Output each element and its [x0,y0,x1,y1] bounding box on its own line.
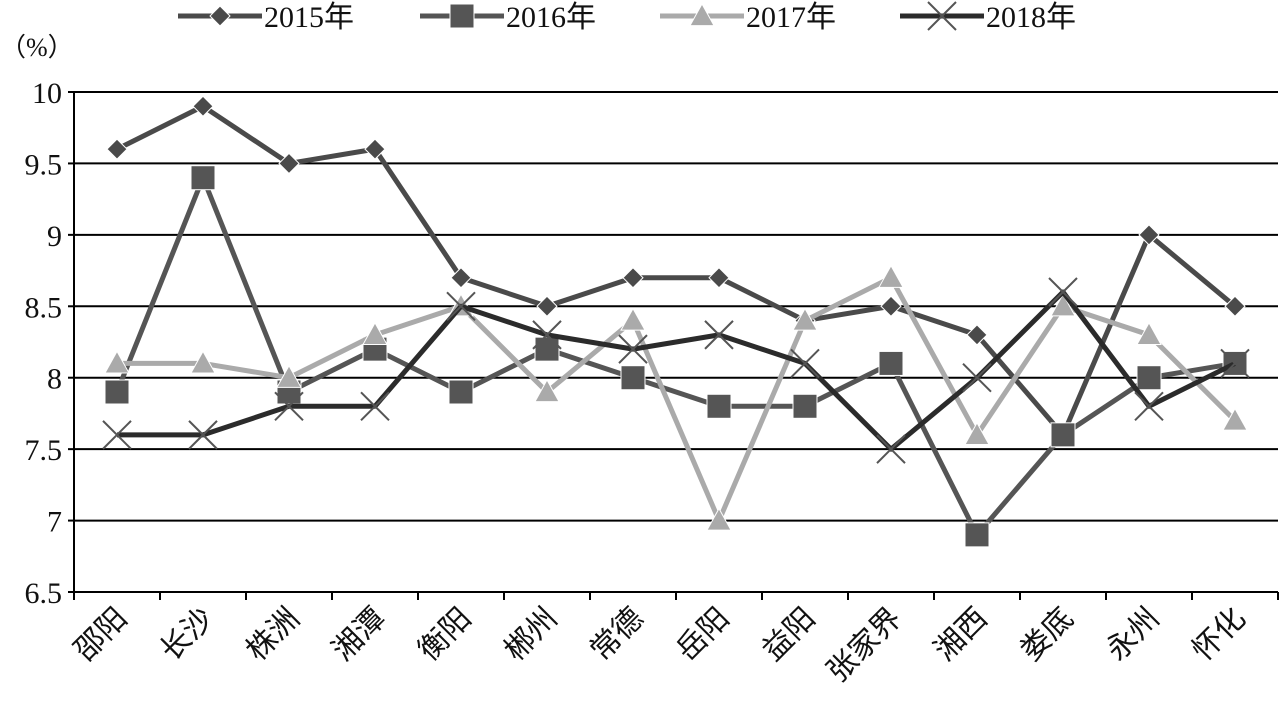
y-tick-label: 6.5 [25,577,63,610]
legend-item: 2016年 [420,1,596,34]
data-point [532,320,562,350]
data-point [274,391,304,421]
data-point [964,421,990,445]
legend: 2015年 2016年 2017年 2018年 [178,1,1076,34]
y-tick-label: 8.5 [25,291,63,324]
data-point [708,267,730,289]
legend-label: 2017年 [746,1,836,34]
data-point [706,507,732,531]
legend-label: 2016年 [506,1,596,34]
x-tick-label: 湘潭 [326,602,392,668]
y-axis-unit-label: （%） [0,33,74,62]
y-tick-label: 8 [47,363,62,396]
series-line [115,103,1237,438]
legend-item: 2017年 [660,1,836,34]
x-tick-label: 常德 [584,602,650,668]
data-point [446,291,476,321]
data-point [790,348,820,379]
data-point [620,307,646,331]
data-point [536,295,558,317]
data-point [622,267,644,289]
data-point [1048,277,1078,307]
x-tick-label: 怀化 [1186,602,1252,668]
data-point [706,393,732,419]
series-4 [102,277,1250,464]
data-point [1136,321,1162,345]
data-point [792,307,818,331]
legend-marker [209,5,231,27]
data-point [1138,224,1160,246]
data-point [618,334,648,364]
y-axis-ticks: 6.5 7 7.5 8 8.5 9 9.5 10 [25,77,74,610]
data-point [792,393,818,419]
x-tick-label: 张家界 [821,602,908,689]
legend-marker [927,1,957,31]
data-point [102,420,132,450]
data-point [190,350,216,374]
x-tick-label: 娄底 [1014,602,1080,668]
legend-marker [449,3,475,29]
data-point [620,365,646,391]
data-point [1050,422,1076,448]
data-point [534,336,560,362]
legend-marker [689,2,715,27]
data-point [188,420,218,450]
data-point [104,350,130,374]
x-tick-label: 长沙 [154,602,220,668]
x-tick-label: 永州 [1100,602,1166,668]
data-point [1134,391,1164,421]
x-tick-label: 邵阳 [68,602,134,668]
series-line [114,175,1236,538]
legend-item: 2018年 [900,1,1076,34]
data-point [106,138,128,160]
data-point [190,165,216,191]
data-point [192,95,214,117]
series-group [102,95,1250,548]
x-tick-label: 郴州 [498,602,564,668]
data-point [1220,348,1250,379]
data-point [962,363,992,393]
data-point [104,379,130,405]
data-point [278,152,300,175]
axes [73,92,1279,600]
series-2 [104,165,1248,548]
data-point [360,391,390,421]
data-point [1050,293,1076,317]
x-tick-label: 衡阳 [412,602,478,668]
data-point [876,434,906,464]
data-point [1222,407,1248,431]
y-tick-label: 7 [47,506,62,539]
series-line [117,289,1237,452]
data-point [878,350,904,376]
data-point [448,379,474,405]
legend-label: 2018年 [986,1,1076,34]
y-tick-label: 7.5 [25,434,63,467]
y-tick-label: 10 [32,77,62,110]
legend-item: 2015年 [178,1,354,34]
series-line [117,275,1237,524]
y-tick-label: 9 [47,220,62,253]
data-point [880,295,902,317]
legend-label: 2015年 [264,1,354,34]
data-point [450,267,472,289]
data-point [704,320,734,350]
y-tick-label: 9.5 [25,148,63,181]
data-point [534,378,560,403]
data-point [362,321,388,345]
data-point [1136,365,1162,391]
x-axis-ticks: 邵阳 长沙 株洲 湘潭 衡阳 郴州 常德 岳阳 益阳 张家界 湘西 娄底 永州 怀化 [68,602,1252,689]
data-point [276,364,302,388]
data-point [364,138,386,160]
x-tick-label: 株洲 [240,602,306,668]
data-point [964,522,990,548]
x-tick-label: 岳阳 [670,602,736,668]
series-1 [106,95,1246,446]
x-tick-label: 益阳 [756,602,822,668]
x-tick-label: 湘西 [928,602,994,668]
series-3 [104,264,1248,531]
data-point [1224,295,1246,317]
data-point [878,264,904,288]
data-point [966,324,988,346]
